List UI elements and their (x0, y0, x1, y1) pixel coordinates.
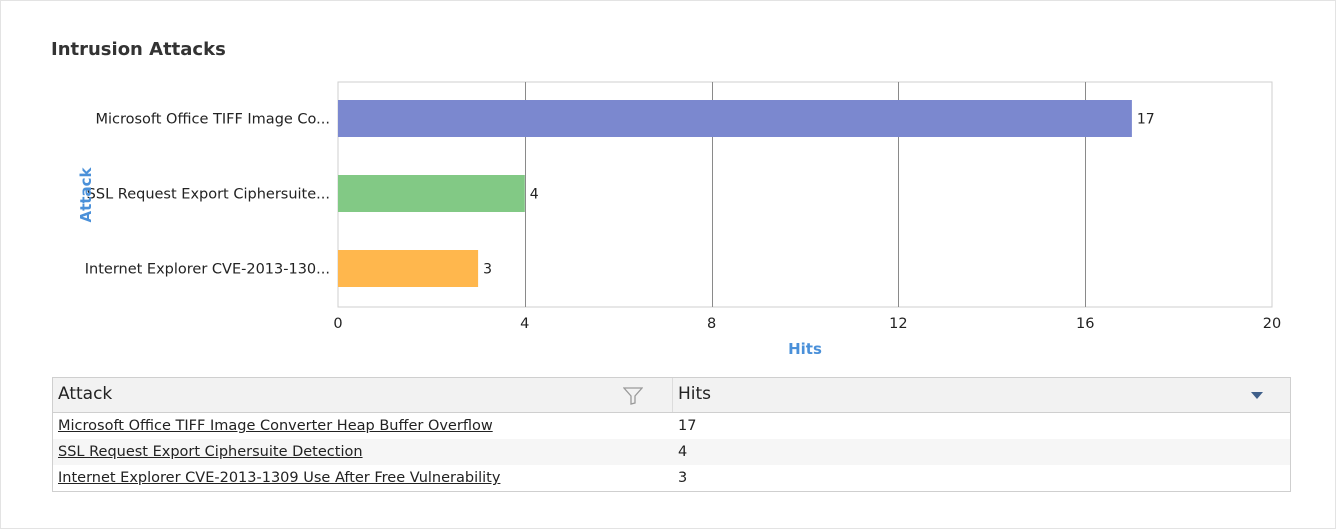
x-axis-title: Hits (788, 340, 822, 358)
category-label: Internet Explorer CVE-2013-130... (85, 262, 330, 278)
attack-link[interactable]: Microsoft Office TIFF Image Converter He… (58, 418, 493, 434)
bar (338, 100, 1132, 137)
data-label: 4 (530, 187, 539, 203)
category-label: SSL Request Export Ciphersuite... (87, 187, 330, 203)
x-tick-label: 12 (889, 316, 907, 332)
table-row: SSL Request Export Ciphersuite Detection… (53, 439, 1290, 465)
hits-value: 3 (678, 470, 688, 486)
attack-link[interactable]: SSL Request Export Ciphersuite Detection (58, 444, 363, 460)
hits-value: 4 (678, 444, 688, 460)
x-tick-label: 4 (520, 316, 529, 332)
y-axis-title: Attack (77, 167, 95, 223)
bar (338, 250, 479, 287)
filter-icon[interactable] (623, 387, 643, 405)
hits-value: 17 (678, 418, 697, 434)
table-header: Attack Hits (53, 378, 1290, 413)
column-header-attack-label: Attack (58, 384, 113, 404)
attack-link[interactable]: Internet Explorer CVE-2013-1309 Use Afte… (58, 470, 501, 486)
attacks-table: Attack Hits Microsoft Office TIFF Image … (52, 377, 1291, 492)
data-label: 17 (1137, 112, 1155, 128)
x-tick-label: 0 (333, 316, 342, 332)
bar-chart: 17 Microsoft Office TIFF Image Co... 4 SSL … (77, 81, 1281, 358)
x-tick-label: 16 (1076, 316, 1094, 332)
widget-title: Intrusion Attacks (51, 39, 226, 60)
data-label: 3 (483, 262, 492, 278)
x-tick-label: 8 (707, 316, 716, 332)
bar (338, 175, 525, 212)
sort-descending-icon[interactable] (1251, 392, 1263, 400)
table-row: Internet Explorer CVE-2013-1309 Use Afte… (53, 465, 1290, 491)
table-row: Microsoft Office TIFF Image Converter He… (53, 413, 1290, 439)
x-tick-label: 20 (1263, 316, 1281, 332)
column-header-attack[interactable]: Attack (53, 378, 673, 412)
column-header-hits-label: Hits (678, 384, 712, 404)
category-label: Microsoft Office TIFF Image Co... (95, 112, 330, 128)
column-header-hits[interactable]: Hits (673, 378, 1290, 412)
